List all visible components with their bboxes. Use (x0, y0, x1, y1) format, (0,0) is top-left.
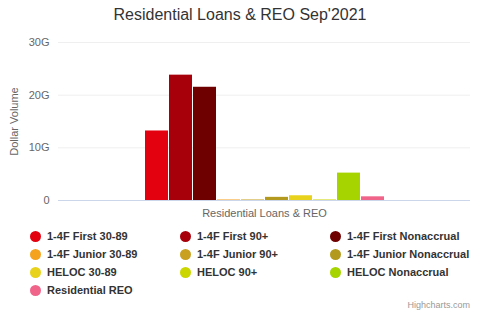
svg-text:30G: 30G (29, 36, 50, 48)
html-text:1-4F First 90+: 1-4F First 90+ (197, 230, 269, 242)
svg-text:Dollar Volume: Dollar Volume (8, 87, 20, 155)
html-text:1-4F Junior 30-89: 1-4F Junior 30-89 (47, 248, 138, 260)
svg-text:0: 0 (43, 194, 49, 206)
html-text:1-4F First 30-89: 1-4F First 30-89 (47, 230, 128, 242)
svg-text:10G: 10G (29, 141, 50, 153)
html-text:Highcharts.com: Highcharts.com (407, 300, 470, 310)
html-text:1-4F Junior Nonaccrual: 1-4F Junior Nonaccrual (347, 248, 470, 260)
html-text:HELOC 30-89: HELOC 30-89 (47, 266, 117, 278)
html-text:HELOC Nonaccrual: HELOC Nonaccrual (347, 266, 449, 278)
html-text:Residential REO: Residential REO (47, 284, 133, 296)
svg-text:Residential Loans & REO: Residential Loans & REO (202, 207, 327, 219)
html-text:Residential Loans & REO Sep'20: Residential Loans & REO Sep'2021 (113, 6, 367, 23)
svg-text:20G: 20G (29, 89, 50, 101)
html-text:1-4F Junior 90+: 1-4F Junior 90+ (197, 248, 278, 260)
html-text:1-4F First Nonaccrual: 1-4F First Nonaccrual (347, 230, 460, 242)
html-text:HELOC 90+: HELOC 90+ (197, 266, 258, 278)
